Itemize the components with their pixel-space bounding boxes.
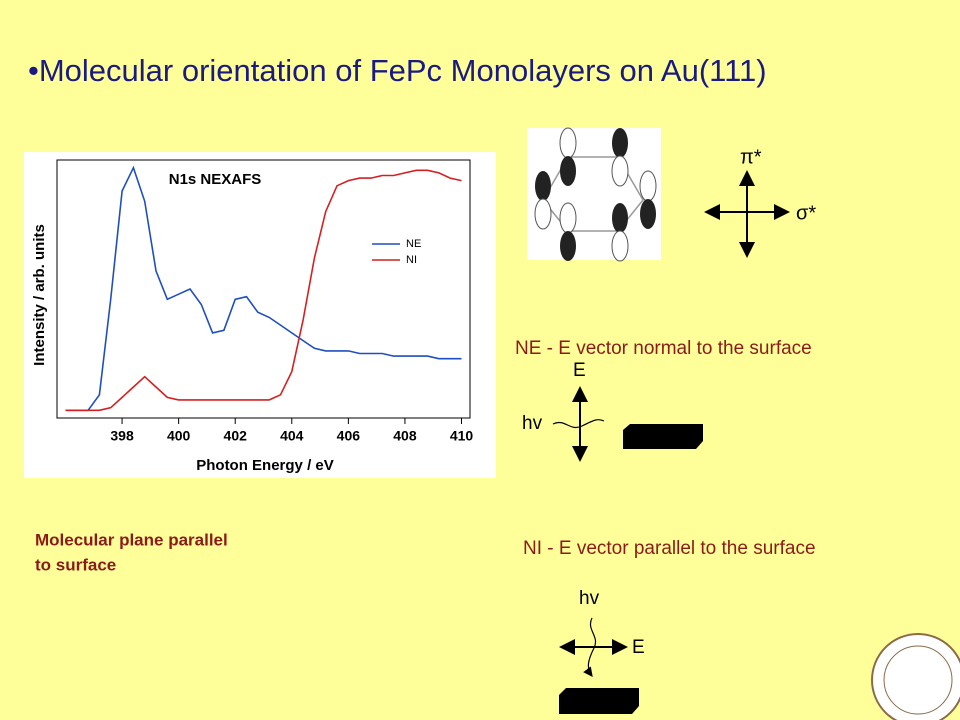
series-line (65, 169, 462, 412)
ne-caption: NE - E vector normal to the surface (515, 338, 812, 359)
chart-title: N1s NEXAFS (169, 171, 262, 188)
series-line (65, 165, 462, 412)
x-tick-label: 410 (450, 428, 474, 444)
slide-title: •Molecular orientation of FePc Monolayer… (28, 53, 767, 88)
plot: 398 400 402 404 406 408 410 NE NI (65, 165, 474, 444)
x-tick-label: 406 (337, 428, 361, 444)
pi-label: π* (740, 146, 762, 168)
legend-label: NE (406, 238, 421, 250)
logo (871, 633, 960, 720)
x-tick-label: 400 (167, 428, 191, 444)
sigma-label: σ* (796, 202, 816, 224)
ni-hv-label: hv (579, 588, 600, 609)
ne-e-label: E (573, 360, 586, 381)
x-tick-label: 398 (110, 428, 134, 444)
ni-e-label: E (632, 637, 645, 658)
ni-caption: NI - E vector parallel to the surface (523, 538, 816, 559)
orbital-diagram (527, 127, 661, 262)
orbital-axes (704, 170, 790, 258)
ni-diagram (559, 617, 639, 714)
x-tick-label: 402 (224, 428, 248, 444)
x-tick-label: 408 (393, 428, 417, 444)
conclusion-line: to surface (35, 555, 116, 574)
ne-diagram (552, 386, 703, 462)
plot-frame (56, 159, 471, 419)
conclusion-line: Molecular plane parallel (35, 530, 228, 549)
legend-label: NI (406, 254, 417, 266)
x-axis-label: Photon Energy / eV (196, 457, 334, 474)
y-axis-label: Intensity / arb. units (31, 224, 48, 366)
chart-background (24, 152, 496, 478)
x-tick-label: 404 (280, 428, 304, 444)
ne-hv-label: hv (522, 413, 543, 434)
